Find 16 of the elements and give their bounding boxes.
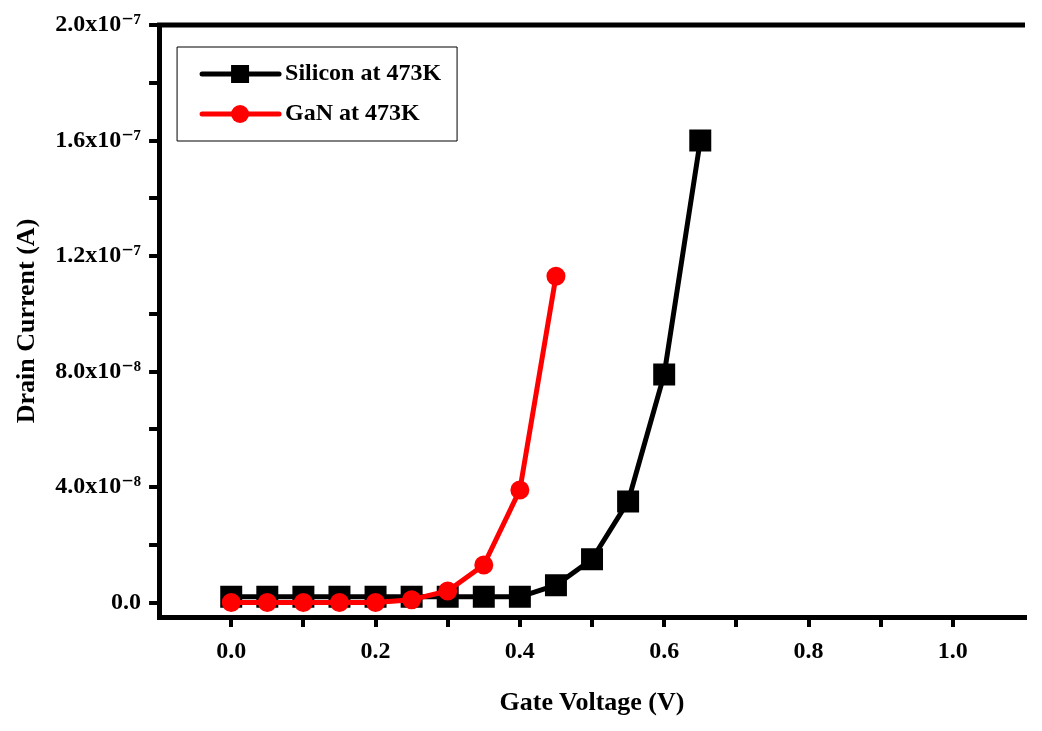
y-axis-title: Drain Current (A) <box>11 218 41 424</box>
x-tick-label: 0.8 <box>793 636 824 663</box>
x-tick-label: 0.6 <box>649 636 680 663</box>
y-tick-label: 4.0x10⁻⁸ <box>55 472 142 499</box>
y-tick-label: 8.0x10⁻⁸ <box>55 356 142 383</box>
y-tick-label: 0.0 <box>111 587 142 614</box>
legend-label: GaN at 473K <box>285 99 421 126</box>
legend-label: Silicon at 473K <box>285 59 442 86</box>
y-tick-label: 1.6x10⁻⁷ <box>55 125 142 152</box>
x-tick-label: 1.0 <box>937 636 968 663</box>
x-tick-label: 0.0 <box>216 636 247 663</box>
x-tick-label: 0.4 <box>504 636 535 663</box>
y-tick-label: 2.0x10⁻⁷ <box>55 10 142 37</box>
y-tick-label: 1.2x10⁻⁷ <box>55 241 142 268</box>
x-tick-label: 0.2 <box>360 636 391 663</box>
x-axis-title: Gate Voltage (V) <box>499 687 685 717</box>
